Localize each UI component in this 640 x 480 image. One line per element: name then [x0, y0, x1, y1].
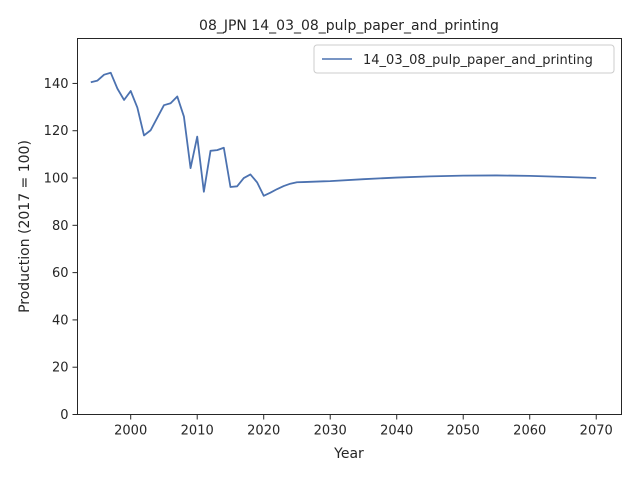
- x-tick-label: 2040: [380, 424, 413, 439]
- series-group: [90, 71, 597, 197]
- x-tick-label: 2000: [114, 424, 147, 439]
- legend-box: [313, 44, 615, 74]
- y-tick-label: 80: [52, 219, 69, 234]
- plot-area: [77, 38, 622, 415]
- x-tick-label: 2010: [181, 424, 214, 439]
- y-axis-label: Production (2017 = 100): [17, 140, 33, 313]
- y-tick-label: 140: [44, 77, 69, 92]
- legend-entry-label: 14_03_08_pulp_paper_and_printing: [363, 53, 593, 68]
- legend: 14_03_08_pulp_paper_and_printing: [313, 44, 615, 74]
- plot-frame: [77, 38, 622, 415]
- x-tick-label: 2050: [447, 424, 480, 439]
- chart-title: 08_JPN 14_03_08_pulp_paper_and_printing: [199, 18, 499, 34]
- x-axis-label: Year: [333, 446, 364, 462]
- series-line: [90, 71, 597, 197]
- y-tick-label: 120: [44, 124, 69, 139]
- x-axis: 2000 2010 2020 2030 2040 2050 2060 2070: [114, 414, 613, 439]
- x-tick-label: 2030: [314, 424, 347, 439]
- y-tick-label: 20: [52, 361, 69, 376]
- x-tick-label: 2020: [247, 424, 280, 439]
- y-tick-label: 100: [44, 172, 69, 187]
- y-tick-label: 60: [52, 266, 69, 281]
- y-tick-label: 40: [52, 313, 69, 328]
- x-tick-label: 2060: [513, 424, 546, 439]
- x-tick-label: 2070: [580, 424, 613, 439]
- y-tick-label: 0: [60, 408, 68, 423]
- y-axis: 0 20 40 60 80 100 120 140: [44, 77, 78, 423]
